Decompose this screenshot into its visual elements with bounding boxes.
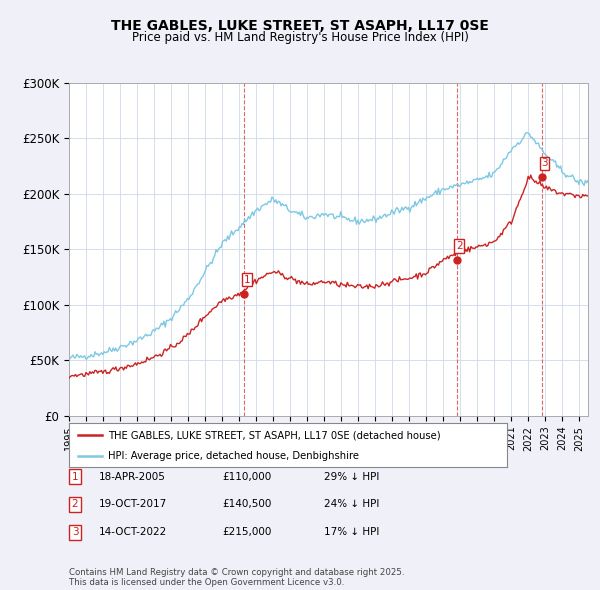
Text: Contains HM Land Registry data © Crown copyright and database right 2025.
This d: Contains HM Land Registry data © Crown c… <box>69 568 404 587</box>
Text: 3: 3 <box>71 527 79 537</box>
Text: 14-OCT-2022: 14-OCT-2022 <box>99 527 167 537</box>
Text: £140,500: £140,500 <box>222 500 271 509</box>
Text: 29% ↓ HPI: 29% ↓ HPI <box>324 472 379 481</box>
Text: 24% ↓ HPI: 24% ↓ HPI <box>324 500 379 509</box>
Text: 1: 1 <box>71 472 79 481</box>
Text: 18-APR-2005: 18-APR-2005 <box>99 472 166 481</box>
Text: 3: 3 <box>541 158 548 168</box>
Text: 19-OCT-2017: 19-OCT-2017 <box>99 500 167 509</box>
Text: Price paid vs. HM Land Registry's House Price Index (HPI): Price paid vs. HM Land Registry's House … <box>131 31 469 44</box>
Text: THE GABLES, LUKE STREET, ST ASAPH, LL17 0SE: THE GABLES, LUKE STREET, ST ASAPH, LL17 … <box>111 19 489 33</box>
Text: HPI: Average price, detached house, Denbighshire: HPI: Average price, detached house, Denb… <box>109 451 359 461</box>
Text: 2: 2 <box>456 241 463 251</box>
Text: £110,000: £110,000 <box>222 472 271 481</box>
Text: 1: 1 <box>244 275 250 285</box>
Text: 17% ↓ HPI: 17% ↓ HPI <box>324 527 379 537</box>
Text: £215,000: £215,000 <box>222 527 271 537</box>
Text: THE GABLES, LUKE STREET, ST ASAPH, LL17 0SE (detached house): THE GABLES, LUKE STREET, ST ASAPH, LL17 … <box>109 431 441 440</box>
Text: 2: 2 <box>71 500 79 509</box>
